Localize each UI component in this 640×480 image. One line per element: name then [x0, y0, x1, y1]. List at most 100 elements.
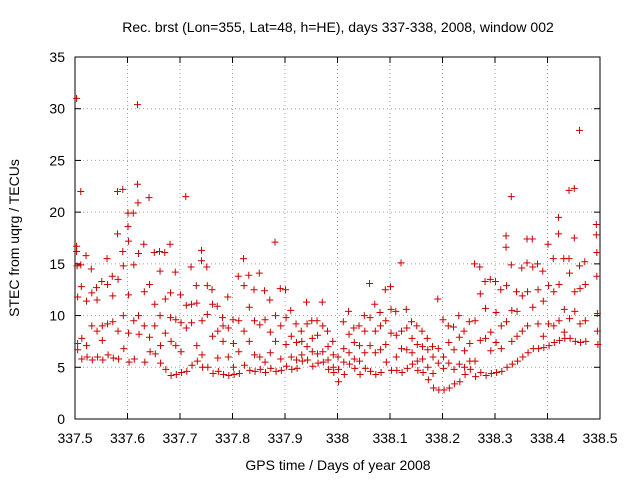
data-point — [440, 353, 448, 361]
data-point — [507, 261, 515, 269]
data-point — [214, 354, 222, 362]
x-tick-label: 338.1 — [372, 430, 407, 446]
data-point — [125, 329, 133, 337]
y-tick-label: 10 — [49, 308, 65, 324]
data-point — [145, 194, 153, 202]
data-point — [409, 360, 417, 368]
data-point — [261, 358, 269, 366]
data-point — [303, 343, 311, 351]
data-point — [471, 317, 479, 325]
data-point — [335, 365, 343, 373]
data-point — [172, 371, 180, 379]
data-point — [251, 317, 259, 325]
data-point — [319, 348, 327, 356]
data-point — [146, 333, 154, 341]
data-point — [308, 348, 316, 356]
data-point — [518, 292, 526, 300]
data-point — [402, 305, 410, 313]
data-point — [262, 368, 270, 376]
data-point — [367, 367, 375, 375]
data-point — [497, 286, 505, 294]
data-point — [502, 243, 510, 251]
data-point — [451, 380, 459, 388]
data-point — [492, 308, 500, 316]
data-point — [88, 289, 96, 297]
data-point — [276, 285, 284, 293]
data-point — [403, 364, 411, 372]
data-point — [392, 331, 400, 339]
data-point — [445, 359, 453, 367]
data-point — [277, 322, 285, 330]
data-point — [576, 285, 584, 293]
data-point — [114, 230, 122, 238]
x-tick-label: 338.3 — [477, 430, 512, 446]
data-point — [566, 315, 574, 323]
data-point — [330, 368, 338, 376]
data-point — [460, 327, 468, 335]
data-point — [382, 341, 390, 349]
data-point — [503, 318, 511, 326]
data-point — [130, 261, 138, 269]
data-point — [178, 368, 186, 376]
data-point — [419, 368, 427, 376]
data-point — [266, 296, 274, 304]
data-point — [528, 235, 536, 243]
data-point — [450, 346, 458, 354]
data-point — [193, 357, 201, 365]
data-point — [172, 342, 180, 350]
data-point — [73, 94, 81, 102]
data-point — [133, 180, 141, 188]
data-point — [198, 317, 206, 325]
data-point — [146, 281, 154, 289]
data-point — [594, 341, 602, 349]
data-point — [497, 345, 505, 353]
data-point — [293, 364, 301, 372]
x-tick-label: 337.7 — [162, 430, 197, 446]
data-point — [93, 296, 101, 304]
data-point — [482, 304, 490, 312]
data-point — [565, 255, 573, 263]
data-point — [565, 186, 573, 194]
data-point — [282, 286, 290, 294]
data-point — [329, 351, 337, 359]
data-point — [115, 355, 123, 363]
data-point — [214, 327, 222, 335]
data-point — [235, 348, 243, 356]
data-point — [560, 305, 568, 313]
data-point — [398, 327, 406, 335]
data-points — [73, 94, 602, 394]
data-point — [534, 286, 542, 294]
data-point — [461, 371, 469, 379]
data-point — [93, 284, 101, 292]
data-point — [492, 277, 500, 285]
data-point — [245, 303, 253, 311]
data-point — [78, 355, 86, 363]
data-point — [545, 320, 553, 328]
data-point — [325, 365, 333, 373]
data-point — [83, 353, 91, 361]
data-point — [166, 240, 174, 248]
data-point — [129, 209, 137, 217]
data-point — [429, 353, 437, 361]
data-point — [192, 282, 200, 290]
data-point — [508, 360, 516, 368]
data-point — [476, 336, 484, 344]
data-point — [73, 247, 81, 255]
data-point — [188, 319, 196, 327]
data-point — [319, 358, 327, 366]
data-point — [130, 355, 138, 363]
data-point — [83, 342, 91, 350]
data-point — [519, 353, 527, 361]
data-point — [204, 363, 212, 371]
data-point — [188, 361, 196, 369]
data-point — [345, 330, 353, 338]
data-point — [77, 187, 85, 195]
data-point — [109, 354, 117, 362]
data-point — [482, 334, 490, 342]
data-point — [377, 368, 385, 376]
data-point — [219, 337, 227, 345]
data-point — [266, 328, 274, 336]
data-point — [371, 300, 379, 308]
data-point — [82, 252, 90, 260]
data-point — [434, 345, 442, 353]
